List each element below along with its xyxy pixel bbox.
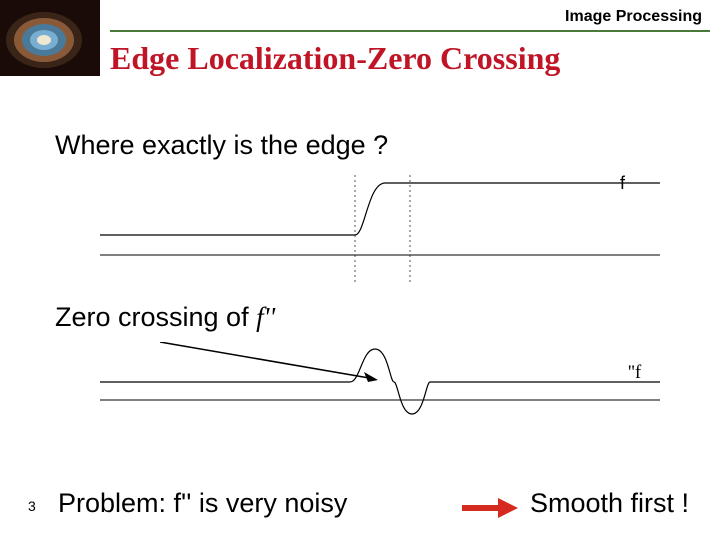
arrow-icon bbox=[460, 496, 520, 520]
chart-f bbox=[100, 175, 660, 295]
slide-number: 3 bbox=[28, 498, 36, 514]
zerocrossing-text: Zero crossing of f'' bbox=[55, 302, 275, 333]
nebula-thumbnail bbox=[0, 0, 100, 76]
label-f: f bbox=[620, 173, 625, 194]
header-rule bbox=[110, 30, 710, 32]
label-fpp: ''f bbox=[628, 362, 641, 384]
chart-fpp bbox=[100, 342, 660, 437]
zerocrossing-var: f'' bbox=[256, 302, 275, 332]
problem-text: Problem: f'' is very noisy bbox=[58, 488, 347, 519]
smooth-text: Smooth first ! bbox=[530, 488, 689, 519]
zerocrossing-prefix: Zero crossing of bbox=[55, 302, 256, 332]
question-text: Where exactly is the edge ? bbox=[55, 130, 388, 161]
slide-title: Edge Localization-Zero Crossing bbox=[110, 40, 560, 77]
header-category: Image Processing bbox=[565, 8, 702, 26]
